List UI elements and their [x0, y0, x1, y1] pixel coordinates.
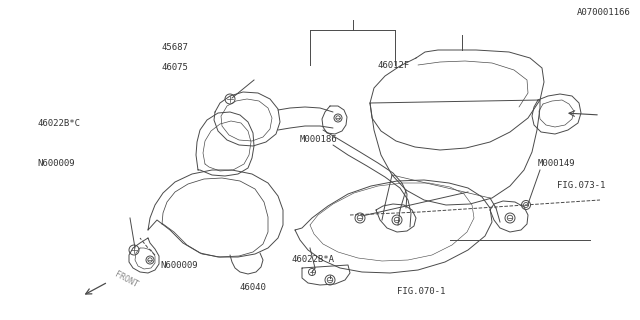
- Text: 46022B*A: 46022B*A: [291, 255, 334, 264]
- Text: 46012F: 46012F: [378, 61, 410, 70]
- Text: A070001166: A070001166: [577, 8, 630, 17]
- Text: FIG.070-1: FIG.070-1: [397, 287, 445, 296]
- Text: M000186: M000186: [300, 135, 337, 144]
- Text: N600009: N600009: [160, 261, 198, 270]
- Text: 46075: 46075: [162, 63, 189, 72]
- Text: FRONT: FRONT: [113, 270, 140, 290]
- Text: M000149: M000149: [538, 159, 575, 168]
- Text: N600009: N600009: [37, 159, 75, 168]
- Text: 46022B*C: 46022B*C: [37, 119, 80, 128]
- Text: FIG.073-1: FIG.073-1: [557, 181, 605, 190]
- Text: 45687: 45687: [162, 43, 189, 52]
- Text: 46040: 46040: [239, 284, 266, 292]
